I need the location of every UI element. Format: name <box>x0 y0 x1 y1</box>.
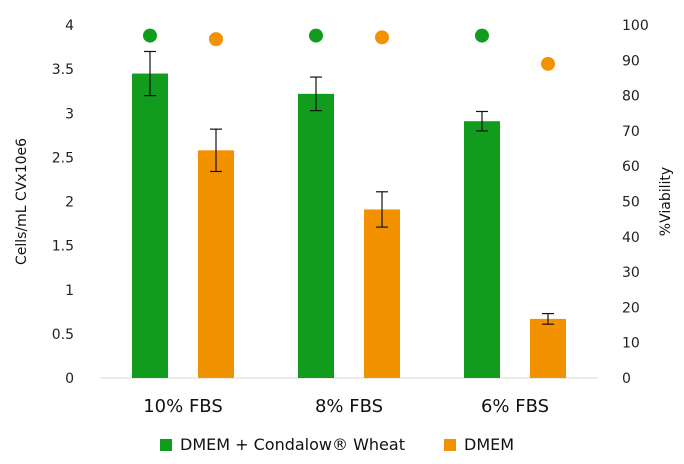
bar-condalow <box>132 73 168 378</box>
legend-item: DMEM + Condalow® Wheat <box>160 435 405 454</box>
error-bars-group <box>144 50 554 325</box>
y2-tick-label: 20 <box>622 300 640 316</box>
y2-tick-label: 90 <box>622 53 640 69</box>
y-tick-label: 3 <box>65 106 74 122</box>
left-axis-ticks: 0 0.5 1 1.5 2 2.5 3 3.5 4 <box>52 18 74 387</box>
viability-point <box>375 30 389 45</box>
y-tick-label: 2 <box>65 195 74 211</box>
viability-points-group <box>143 28 555 71</box>
y2-tick-label: 50 <box>622 195 640 211</box>
bar-dmem <box>198 150 234 378</box>
y-tick-label: 3.5 <box>52 62 74 78</box>
y2-tick-label: 10 <box>622 336 640 352</box>
error-bar <box>542 312 554 325</box>
category-label: 8% FBS <box>315 396 383 417</box>
bar-condalow <box>464 121 500 378</box>
viability-point <box>541 56 555 71</box>
bars-group <box>132 73 566 379</box>
error-bar <box>310 76 322 112</box>
y-tick-label: 0.5 <box>52 327 74 343</box>
y2-tick-label: 70 <box>622 124 640 140</box>
error-bar <box>476 110 488 132</box>
y-tick-label: 0 <box>65 371 74 387</box>
y2-tick-label: 30 <box>622 265 640 281</box>
legend-label: DMEM + Condalow® Wheat <box>180 435 405 454</box>
category-label: 6% FBS <box>481 396 549 417</box>
error-bar <box>144 50 156 97</box>
viability-point <box>143 28 157 43</box>
category-labels: 10% FBS 8% FBS 6% FBS <box>143 396 549 417</box>
y2-tick-label: 40 <box>622 230 640 246</box>
viability-point <box>309 28 323 43</box>
legend-swatch <box>444 439 456 451</box>
legend-item: DMEM <box>444 435 514 454</box>
bar-condalow <box>298 93 334 379</box>
y2-tick-label: 100 <box>622 18 649 34</box>
legend-label: DMEM <box>464 435 514 454</box>
y-tick-label: 2.5 <box>52 150 74 166</box>
error-bar <box>210 128 222 173</box>
y-tick-label: 1.5 <box>52 239 74 255</box>
viability-point <box>475 28 489 43</box>
error-bar <box>376 191 388 228</box>
right-axis-ticks: 0 10 20 30 40 50 60 70 80 90 100 <box>622 18 649 387</box>
bar-dmem <box>364 209 400 378</box>
y-tick-label: 1 <box>65 283 74 299</box>
y2-tick-label: 0 <box>622 371 631 387</box>
y-axis-title: Cells/mL CVx10e6 <box>14 138 30 265</box>
y2-axis-title: %Viability <box>658 167 674 236</box>
y-tick-label: 4 <box>65 18 74 34</box>
category-label: 10% FBS <box>143 396 223 417</box>
viability-point <box>209 32 223 47</box>
y2-tick-label: 60 <box>622 159 640 175</box>
legend: DMEM + Condalow® Wheat DMEM <box>160 435 514 454</box>
bar-dmem <box>530 318 566 378</box>
y2-tick-label: 80 <box>622 89 640 105</box>
legend-swatch <box>160 439 172 451</box>
